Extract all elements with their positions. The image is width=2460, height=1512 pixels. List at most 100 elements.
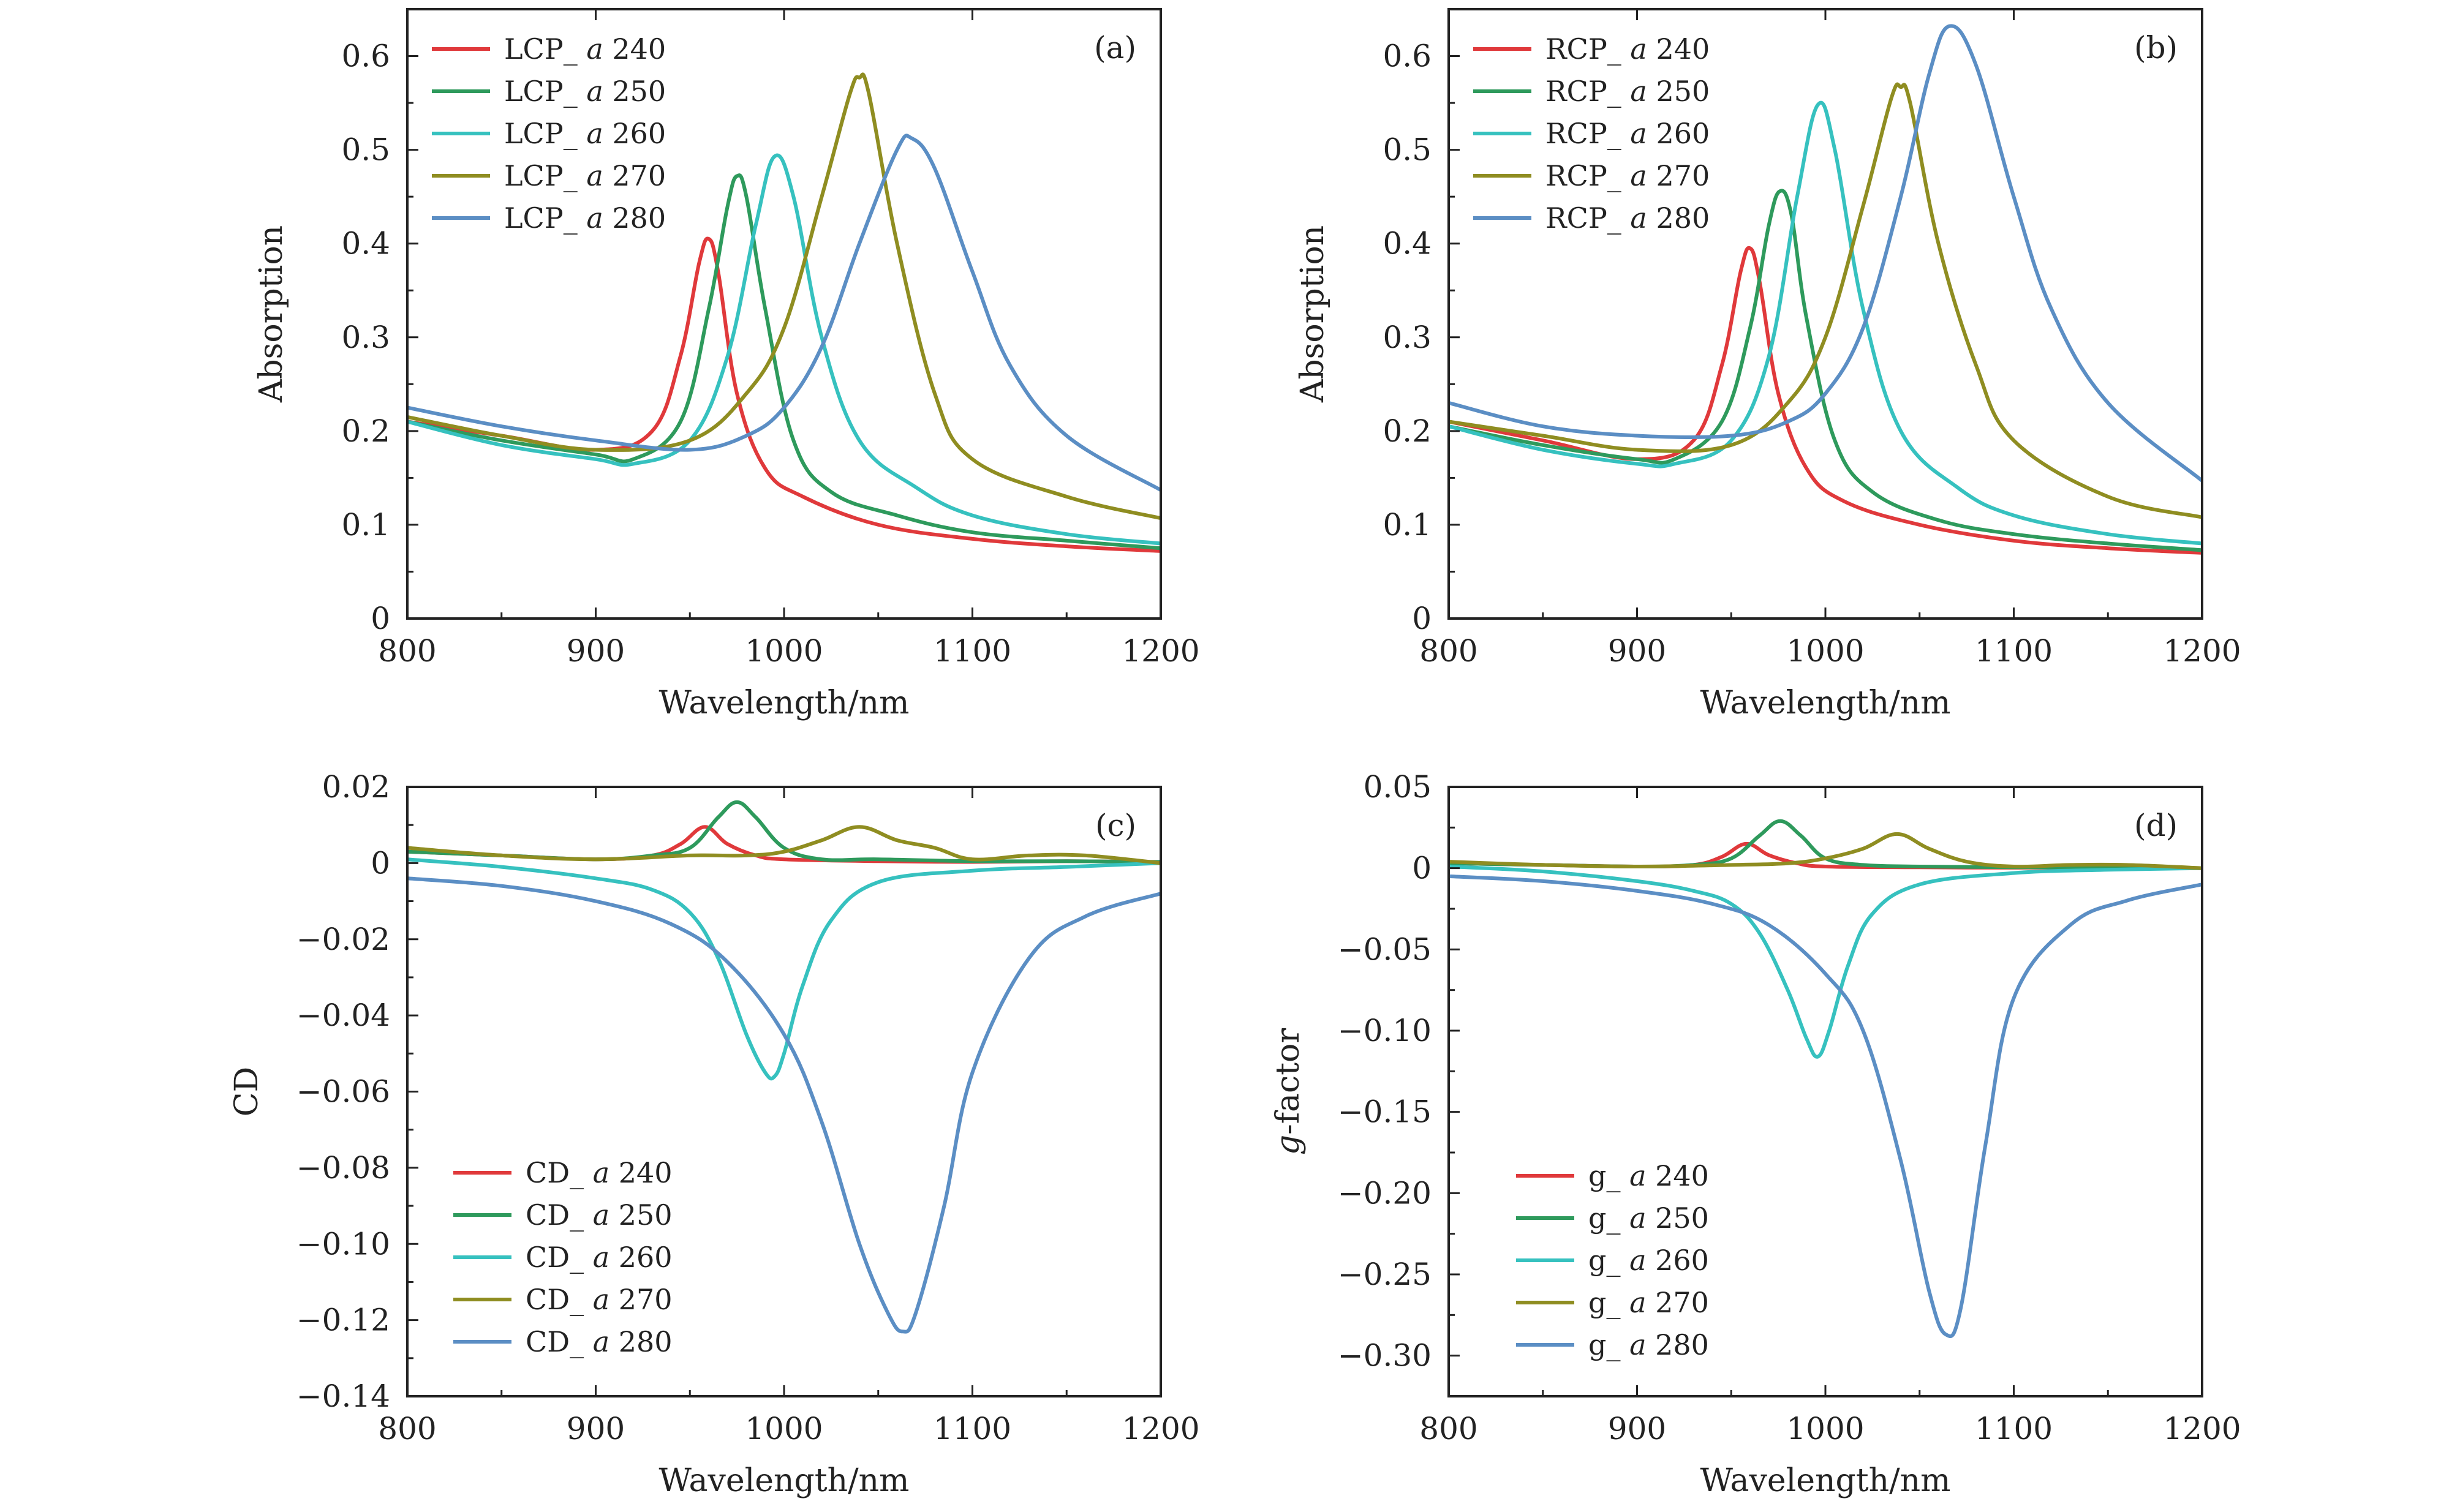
legend-entry: RCP_ a 250	[1545, 75, 1710, 108]
legend-var: a	[578, 117, 613, 150]
x-tick-label: 800	[378, 1411, 436, 1446]
y-tick-label: −0.08	[296, 1150, 390, 1186]
x-tick-label: 1200	[1122, 1411, 1199, 1446]
legend-var: a	[1620, 1328, 1655, 1361]
legend-var: a	[584, 1241, 619, 1274]
x-axis-label: Wavelength/nm	[1700, 1462, 1951, 1499]
y-tick-label: −0.20	[1338, 1175, 1432, 1211]
y-tick-label: 0.1	[1383, 507, 1432, 543]
panel-label: (c)	[1095, 808, 1136, 843]
y-tick-label: 0.1	[341, 507, 390, 543]
legend-prefix: LCP_	[504, 159, 578, 192]
x-tick-label: 900	[567, 633, 625, 669]
series-line-b-280	[1449, 24, 2202, 483]
series-line-a-260	[407, 153, 1161, 546]
legend-var: a	[578, 159, 613, 192]
x-tick-label: 1000	[1786, 1411, 1864, 1446]
legend-prefix: CD_	[526, 1156, 584, 1189]
legend-prefix: LCP_	[504, 32, 578, 66]
legend-entry: g_ a 250	[1588, 1202, 1709, 1235]
legend-prefix: RCP_	[1545, 117, 1621, 150]
legend-value: 280	[619, 1325, 673, 1358]
y-axis-label: g-factor	[1270, 1028, 1307, 1155]
legend-entry: g_ a 270	[1588, 1286, 1709, 1319]
series-line-b-240	[1449, 246, 2202, 555]
y-tick-label: −0.15	[1338, 1094, 1432, 1130]
legend-prefix: CD_	[526, 1283, 584, 1316]
legend-value: 270	[1655, 1286, 1709, 1319]
legend-entry: CD_ a 280	[526, 1325, 673, 1358]
x-tick-label: 800	[1419, 1411, 1477, 1446]
legend-entry: LCP_ a 240	[504, 32, 666, 66]
legend-value: 240	[612, 32, 666, 66]
legend-prefix: CD_	[526, 1198, 584, 1232]
y-tick-label: 0	[1412, 851, 1432, 886]
panel-d: 800 900 1000 1100 1200 0.05 0 −0.05 −0.10 −0.15 −0…	[1270, 769, 2241, 1499]
panel-label: (b)	[2134, 30, 2178, 66]
plot-frame-c	[406, 786, 1162, 1397]
legend-var: a	[578, 201, 613, 235]
panel-a: 800 900 1000 1100 1200 0 0.1 0.2 0.3 0.4 0.5 0.6 Wav…	[253, 8, 1200, 721]
x-axis-label: Wavelength/nm	[1700, 685, 1951, 721]
legend-value: 250	[1656, 75, 1710, 108]
legend-entry: LCP_ a 280	[504, 201, 666, 235]
y-tick-label: 0	[371, 601, 390, 636]
legend-prefix: RCP_	[1545, 32, 1621, 66]
x-tick-label: 800	[1419, 633, 1477, 669]
legend-entry: CD_ a 270	[526, 1283, 673, 1316]
x-tick-label: 1100	[934, 1411, 1011, 1446]
legend-entry: g_ a 260	[1588, 1244, 1709, 1277]
series-line-a-250	[407, 173, 1161, 551]
legend-var: a	[1621, 159, 1656, 192]
legend-entry: RCP_ a 260	[1545, 117, 1710, 150]
legend-var: a	[584, 1283, 619, 1316]
series-line-c-280	[407, 876, 1161, 1334]
y-tick-label: 0	[371, 845, 390, 881]
panel-c-series	[407, 800, 1161, 1334]
legend-c: CD_ a 240 CD_ a 250 CD_ a 260 CD_ a 270 CD_ …	[453, 1156, 673, 1358]
legend-prefix: CD_	[526, 1325, 584, 1358]
x-tick-label: 1200	[2163, 1411, 2241, 1446]
legend-prefix: RCP_	[1545, 75, 1621, 108]
y-tick-label: −0.14	[296, 1378, 390, 1414]
legend-prefix: g_	[1588, 1202, 1620, 1235]
y-tick-label: 0.4	[341, 226, 390, 261]
legend-value: 280	[1656, 201, 1710, 235]
legend-value: 270	[612, 159, 666, 192]
legend-prefix: g_	[1588, 1159, 1620, 1192]
y-tick-label: −0.12	[296, 1303, 390, 1338]
series-line-c-270	[407, 825, 1161, 865]
x-tick-label: 1100	[1975, 633, 2053, 669]
legend-var: a	[1621, 117, 1656, 150]
y-tick-label: 0.3	[341, 320, 390, 355]
y-tick-label: −0.25	[1338, 1257, 1432, 1292]
legend-entry: LCP_ a 270	[504, 159, 666, 192]
legend-entry: CD_ a 240	[526, 1156, 673, 1189]
y-tick-label: 0.2	[1383, 413, 1432, 449]
legend-value: 280	[1655, 1328, 1709, 1361]
legend-value: 270	[1656, 159, 1710, 192]
y-tick-label: −0.10	[296, 1226, 390, 1262]
y-tick-label: 0.2	[341, 413, 390, 449]
series-line-a-280	[407, 134, 1161, 492]
legend-prefix: g_	[1588, 1244, 1620, 1277]
x-axis-label: Wavelength/nm	[659, 685, 910, 721]
series-line-b-260	[1449, 100, 2202, 546]
legend-entry: CD_ a 260	[526, 1241, 673, 1274]
y-axis-label-rest: -factor	[1270, 1028, 1307, 1135]
legend-entry: CD_ a 250	[526, 1198, 673, 1232]
legend-var: a	[584, 1156, 619, 1189]
y-axis-label: CD	[228, 1067, 265, 1116]
legend-var: a	[584, 1325, 619, 1358]
legend-var: a	[1620, 1244, 1655, 1277]
x-tick-label: 1000	[745, 1411, 823, 1446]
series-line-b-270	[1449, 82, 2202, 519]
y-tick-label: −0.30	[1338, 1338, 1432, 1374]
panel-label: (d)	[2134, 808, 2178, 843]
x-tick-label: 900	[1608, 1411, 1666, 1446]
legend-prefix: LCP_	[504, 201, 578, 235]
panel-label: (a)	[1094, 30, 1136, 66]
